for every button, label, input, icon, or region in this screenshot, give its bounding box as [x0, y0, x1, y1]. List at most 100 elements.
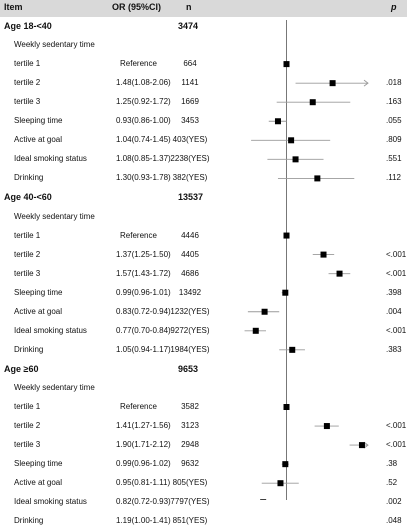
row-or: Reference — [120, 230, 157, 240]
row-label: Ideal smoking status — [14, 325, 87, 335]
estimate-marker — [320, 251, 327, 258]
row-label: Sleeping time — [14, 287, 63, 297]
row-or: 1.05(0.94-1.17) — [116, 344, 171, 354]
row-n: 664 — [183, 59, 197, 69]
row-or: 1.41(1.27-1.56) — [116, 421, 171, 431]
row-n: 9632 — [181, 459, 199, 469]
row-n: 1669 — [181, 97, 199, 107]
row-label: Drinking — [14, 173, 44, 183]
estimate-marker — [323, 423, 330, 430]
row-n: 1232(YES) — [170, 306, 210, 316]
row-n: 851(YES) — [172, 516, 208, 526]
row-or: Reference — [120, 402, 157, 411]
row-p: <.001 — [386, 249, 407, 259]
row-label: tertile 3 — [14, 97, 41, 107]
row-label: tertile 1 — [14, 230, 41, 240]
row-n: 4686 — [181, 268, 199, 278]
group-n: 9653 — [178, 363, 199, 374]
row-or: 0.93(0.86-1.00) — [116, 116, 171, 126]
row-p: .018 — [386, 78, 402, 88]
estimate-marker — [252, 327, 259, 334]
row-n: 3123 — [181, 421, 199, 431]
row-p: .004 — [386, 306, 402, 316]
row-or: 0.95(0.81-1.11) — [116, 478, 171, 488]
subgroup-label: Weekly sedentary time — [14, 40, 95, 50]
estimate-marker — [283, 232, 290, 239]
header-item: Item — [4, 2, 23, 12]
estimate-marker — [277, 480, 284, 487]
estimate-marker — [292, 156, 299, 163]
row-p: .38 — [386, 459, 398, 469]
row-or: 1.37(1.25-1.50) — [116, 249, 171, 259]
row-label: Drinking — [14, 344, 44, 354]
row-n: 3453 — [181, 116, 199, 126]
row-or: 1.25(0.92-1.72) — [116, 97, 171, 107]
row-n: 13492 — [178, 287, 202, 297]
row-or: 1.08(0.85-1.37) — [116, 154, 171, 164]
row-label: Ideal smoking status — [14, 154, 87, 164]
group-n: 13537 — [178, 192, 204, 203]
row-p: .398 — [386, 287, 402, 297]
row-label: Active at goal — [14, 306, 63, 316]
row-p: <.001 — [386, 440, 407, 450]
row-label: Sleeping time — [14, 459, 63, 469]
row-or: 1.04(0.74-1.45) — [116, 135, 171, 145]
row-p: .809 — [386, 135, 402, 145]
row-p: .383 — [386, 344, 402, 354]
row-p: .048 — [386, 516, 402, 526]
row-n: 3582 — [181, 402, 199, 411]
row-label: Active at goal — [14, 478, 63, 488]
row-or: 1.90(1.71-2.12) — [116, 440, 171, 450]
estimate-marker — [329, 80, 336, 87]
row-label: tertile 2 — [14, 249, 41, 259]
forest-plot: 0.50.711.52 — [244, 20, 369, 500]
group-n: 3474 — [178, 21, 199, 31]
estimate-marker — [261, 308, 268, 315]
row-p: <.001 — [386, 268, 407, 278]
row-p: .112 — [386, 173, 401, 183]
group-label: Age ≥60 — [4, 363, 39, 374]
subgroup-label: Weekly sedentary time — [14, 382, 95, 392]
row-label: tertile 2 — [14, 78, 41, 88]
row-n: 382(YES) — [172, 173, 208, 183]
table-header — [0, 0, 407, 17]
row-n: 403(YES) — [172, 135, 208, 145]
ci-arrow — [363, 441, 369, 449]
row-label: tertile 1 — [14, 402, 41, 411]
header-p: p — [391, 2, 397, 12]
row-label: tertile 1 — [14, 59, 41, 69]
group-label: Age 40-<60 — [4, 192, 52, 203]
row-p: .163 — [386, 97, 402, 107]
estimate-marker — [283, 61, 290, 68]
estimate-marker — [309, 99, 316, 106]
row-or: 1.30(0.93-1.78) — [116, 173, 171, 183]
row-label: tertile 2 — [14, 421, 41, 431]
row-n: 4446 — [181, 230, 199, 240]
row-n: 805(YES) — [172, 478, 208, 488]
row-label: Sleeping time — [14, 116, 63, 126]
estimate-marker — [314, 175, 321, 182]
row-p: .055 — [386, 116, 402, 126]
row-label: Active at goal — [14, 135, 63, 145]
estimate-marker — [282, 289, 289, 296]
row-or: 0.99(0.96-1.02) — [116, 459, 171, 469]
row-p: .551 — [386, 154, 402, 164]
estimate-marker — [274, 118, 281, 125]
row-or: 0.99(0.96-1.01) — [116, 287, 171, 297]
row-n: 1984(YES) — [170, 344, 210, 354]
header-n: n — [186, 2, 192, 12]
estimate-marker — [358, 442, 365, 449]
row-label: tertile 3 — [14, 440, 41, 450]
subgroup-label: Weekly sedentary time — [14, 211, 95, 221]
row-label: Drinking — [14, 516, 44, 526]
row-n: 2238(YES) — [170, 154, 210, 164]
estimate-marker — [289, 346, 296, 353]
row-n: 4405 — [181, 249, 199, 259]
group-label: Age 18-<40 — [4, 21, 52, 31]
row-or: Reference — [120, 59, 157, 69]
row-n: 2948 — [181, 440, 199, 450]
ci-arrow — [363, 79, 369, 87]
header-or: OR (95%CI) — [112, 2, 162, 12]
row-p: <.001 — [386, 421, 407, 431]
estimate-marker — [336, 270, 343, 277]
